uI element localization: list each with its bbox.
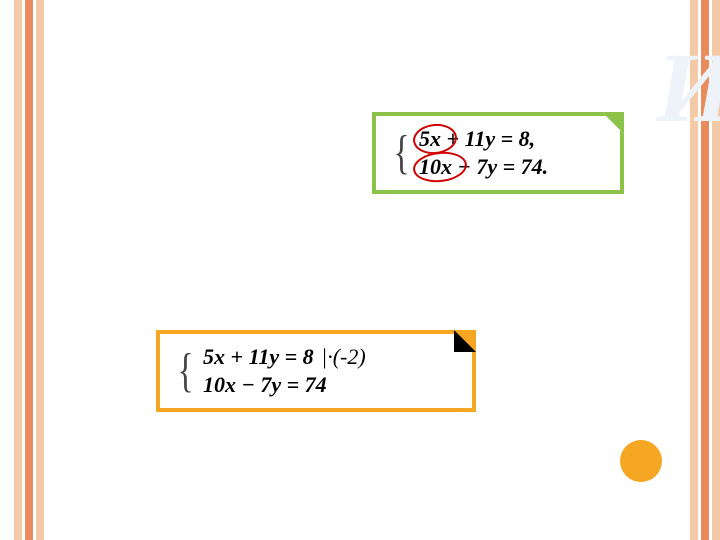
left-stripe-group [14,0,44,540]
system-brace-group: { 5x + 11y = 8, 10x − 7y = 74. [390,126,602,180]
equation-text: 5x + 11y = 8 [203,344,314,369]
system-brace-group: { 5x + 11y = 8 |·(-2) 10x − 7y = 74 [174,344,454,398]
equation-box-green: { 5x + 11y = 8, 10x − 7y = 74. [372,112,624,194]
stripe [712,0,720,540]
equation-lines: 5x + 11y = 8 |·(-2) 10x − 7y = 74 [203,344,366,398]
equation-line: 10x − 7y = 74 [203,372,366,398]
equation-text: 10x − 7y = 74 [203,372,327,397]
curly-brace-icon: { [177,347,193,395]
stripe [701,0,709,540]
stripe [14,0,22,540]
equation-text: 10x − 7y = 74. [419,154,548,179]
decor-dot-icon [620,440,662,482]
equation-line: 10x − 7y = 74. [419,154,548,180]
equation-line: 5x + 11y = 8 |·(-2) [203,344,366,370]
equation-line: 5x + 11y = 8, [419,126,548,152]
equation-text: 5x + 11y = 8, [419,126,535,151]
equation-lines: 5x + 11y = 8, 10x − 7y = 74. [419,126,548,180]
stripe [36,0,44,540]
right-stripe-group [690,0,720,540]
equation-box-orange: { 5x + 11y = 8 |·(-2) 10x − 7y = 74 [156,330,476,412]
curly-brace-icon: { [393,129,409,177]
stripe [690,0,698,540]
stripe [25,0,33,540]
multiplier-annotation: |·(-2) [321,344,366,369]
